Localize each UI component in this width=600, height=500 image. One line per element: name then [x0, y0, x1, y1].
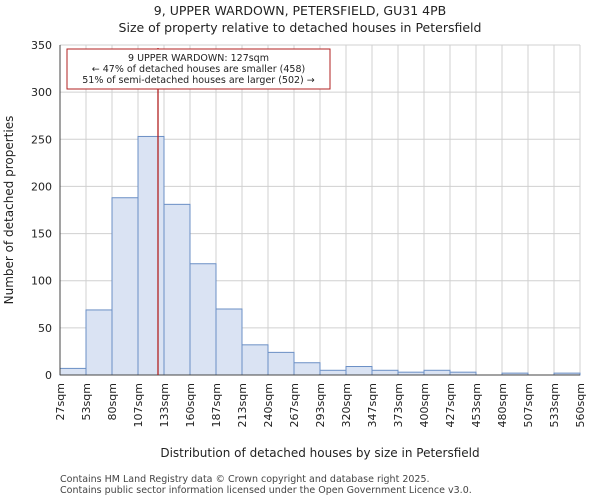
annotation-line: 9 UPPER WARDOWN: 127sqm: [128, 53, 269, 64]
x-tick-label: 160sqm: [184, 383, 197, 427]
x-tick-label: 560sqm: [574, 383, 587, 427]
x-tick-label: 240sqm: [262, 383, 275, 427]
histogram-bar: [345, 366, 373, 376]
x-tick-label: 187sqm: [210, 383, 223, 427]
histogram-bar: [267, 351, 295, 376]
y-axis-title: Number of detached properties: [2, 116, 16, 305]
histogram-bar: [163, 203, 191, 376]
x-axis-title: Distribution of detached houses by size …: [160, 446, 479, 460]
histogram-bar: [371, 369, 399, 376]
histogram-bar: [111, 197, 139, 376]
x-tick-label: 453sqm: [470, 383, 483, 427]
x-tick-label: 480sqm: [496, 383, 509, 427]
histogram-bar: [423, 369, 451, 376]
x-tick-label: 53sqm: [80, 383, 93, 420]
footer-line-1: Contains HM Land Registry data © Crown c…: [60, 474, 430, 485]
x-tick-label: 533sqm: [548, 383, 561, 427]
x-tick-label: 347sqm: [366, 383, 379, 427]
histogram-bar: [293, 362, 321, 376]
y-tick-label: 300: [31, 86, 52, 99]
annotation-line: 51% of semi-detached houses are larger (…: [82, 75, 315, 86]
x-tick-label: 133sqm: [158, 383, 171, 427]
y-tick-label: 0: [45, 369, 52, 382]
x-tick-label: 400sqm: [418, 383, 431, 427]
x-tick-label: 107sqm: [132, 383, 145, 427]
y-tick-label: 200: [31, 180, 52, 193]
x-tick-label: 320sqm: [340, 383, 353, 427]
x-tick-label: 507sqm: [522, 383, 535, 427]
histogram-bar: [59, 367, 87, 376]
y-tick-label: 150: [31, 228, 52, 241]
annotation-box: [66, 48, 331, 90]
x-tick-label: 80sqm: [106, 383, 119, 420]
x-tick-label: 213sqm: [236, 383, 249, 427]
y-tick-label: 250: [31, 133, 52, 146]
y-tick-label: 100: [31, 275, 52, 288]
x-tick-label: 373sqm: [392, 383, 405, 427]
histogram-bar: [85, 309, 113, 376]
x-tick-label: 27sqm: [54, 383, 67, 420]
x-tick-label: 427sqm: [444, 383, 457, 427]
x-tick-label: 267sqm: [288, 383, 301, 427]
chart-subtitle: Size of property relative to detached ho…: [118, 20, 482, 35]
y-tick-label: 350: [31, 39, 52, 52]
x-tick-label: 293sqm: [314, 383, 327, 427]
histogram-bar: [137, 135, 165, 376]
chart-title: 9, UPPER WARDOWN, PETERSFIELD, GU31 4PB: [153, 3, 447, 18]
histogram-bar: [189, 263, 217, 376]
annotation-line: ← 47% of detached houses are smaller (45…: [92, 64, 305, 75]
histogram-bar: [241, 344, 269, 376]
histogram-bar: [215, 308, 243, 376]
y-tick-label: 50: [38, 322, 52, 335]
histogram-bar: [319, 369, 347, 376]
footer-line-2: Contains public sector information licen…: [60, 485, 472, 496]
